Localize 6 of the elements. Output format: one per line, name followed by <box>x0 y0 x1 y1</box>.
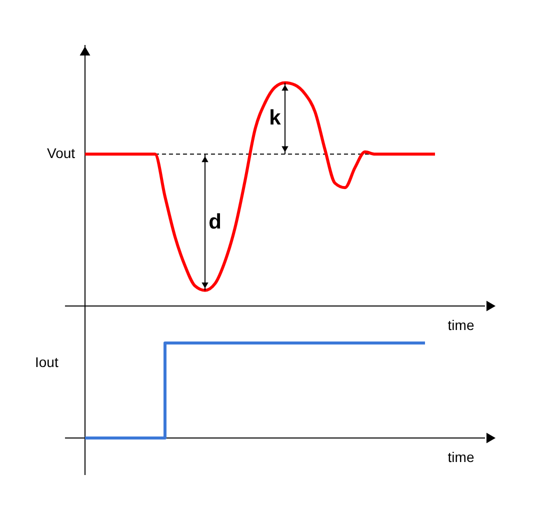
x-axis-title: time <box>448 317 474 334</box>
y-axis-title: Vout <box>47 145 76 162</box>
x-axis-title: time <box>448 448 474 465</box>
annotation: k <box>269 106 282 130</box>
annotation: d <box>208 210 222 234</box>
y-axis-title: Iout <box>35 354 58 370</box>
